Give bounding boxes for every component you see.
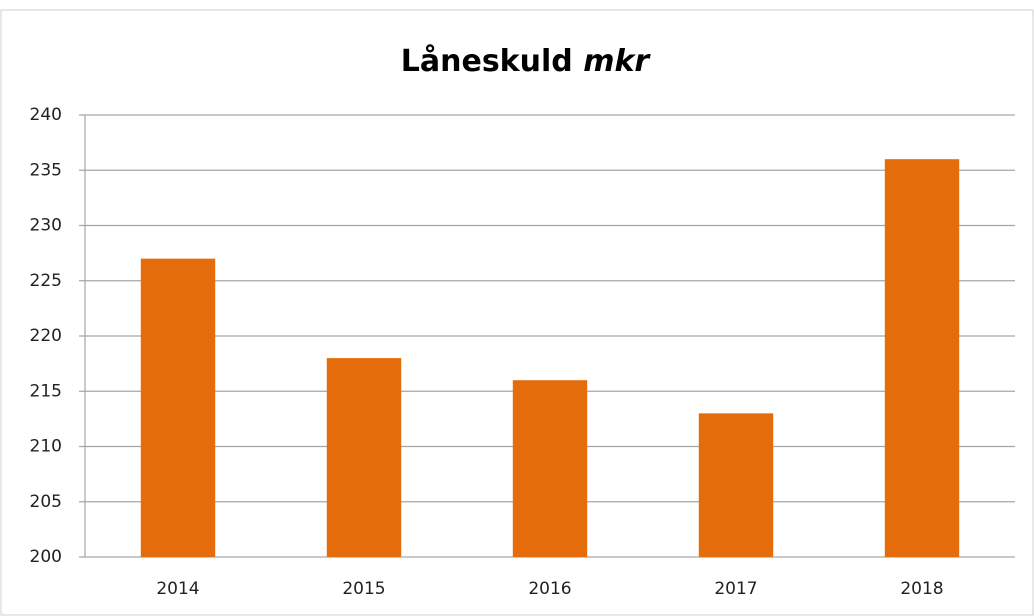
y-tick-label: 215 xyxy=(30,381,62,401)
chart-title: Låneskuld mkr xyxy=(401,43,652,79)
y-tick-label: 220 xyxy=(30,326,62,346)
bar xyxy=(140,258,216,557)
bar xyxy=(698,413,774,557)
x-tick-label: 2016 xyxy=(528,579,571,599)
y-tick-label: 200 xyxy=(30,547,62,567)
x-tick-label: 2015 xyxy=(342,579,385,599)
y-tick-label: 235 xyxy=(30,160,62,180)
y-tick-label: 240 xyxy=(30,105,62,125)
y-tick-label: 205 xyxy=(30,492,62,512)
bar xyxy=(512,380,588,557)
y-tick-label: 230 xyxy=(30,216,62,236)
bar xyxy=(326,358,402,557)
x-tick-label: 2014 xyxy=(156,579,199,599)
bar xyxy=(884,159,960,557)
y-tick-label: 210 xyxy=(30,437,62,457)
title-unit: mkr xyxy=(583,44,651,79)
x-tick-label: 2017 xyxy=(714,579,757,599)
x-tick-label: 2018 xyxy=(900,579,943,599)
title-main: Låneskuld xyxy=(401,43,573,79)
y-tick-label: 225 xyxy=(30,271,62,291)
